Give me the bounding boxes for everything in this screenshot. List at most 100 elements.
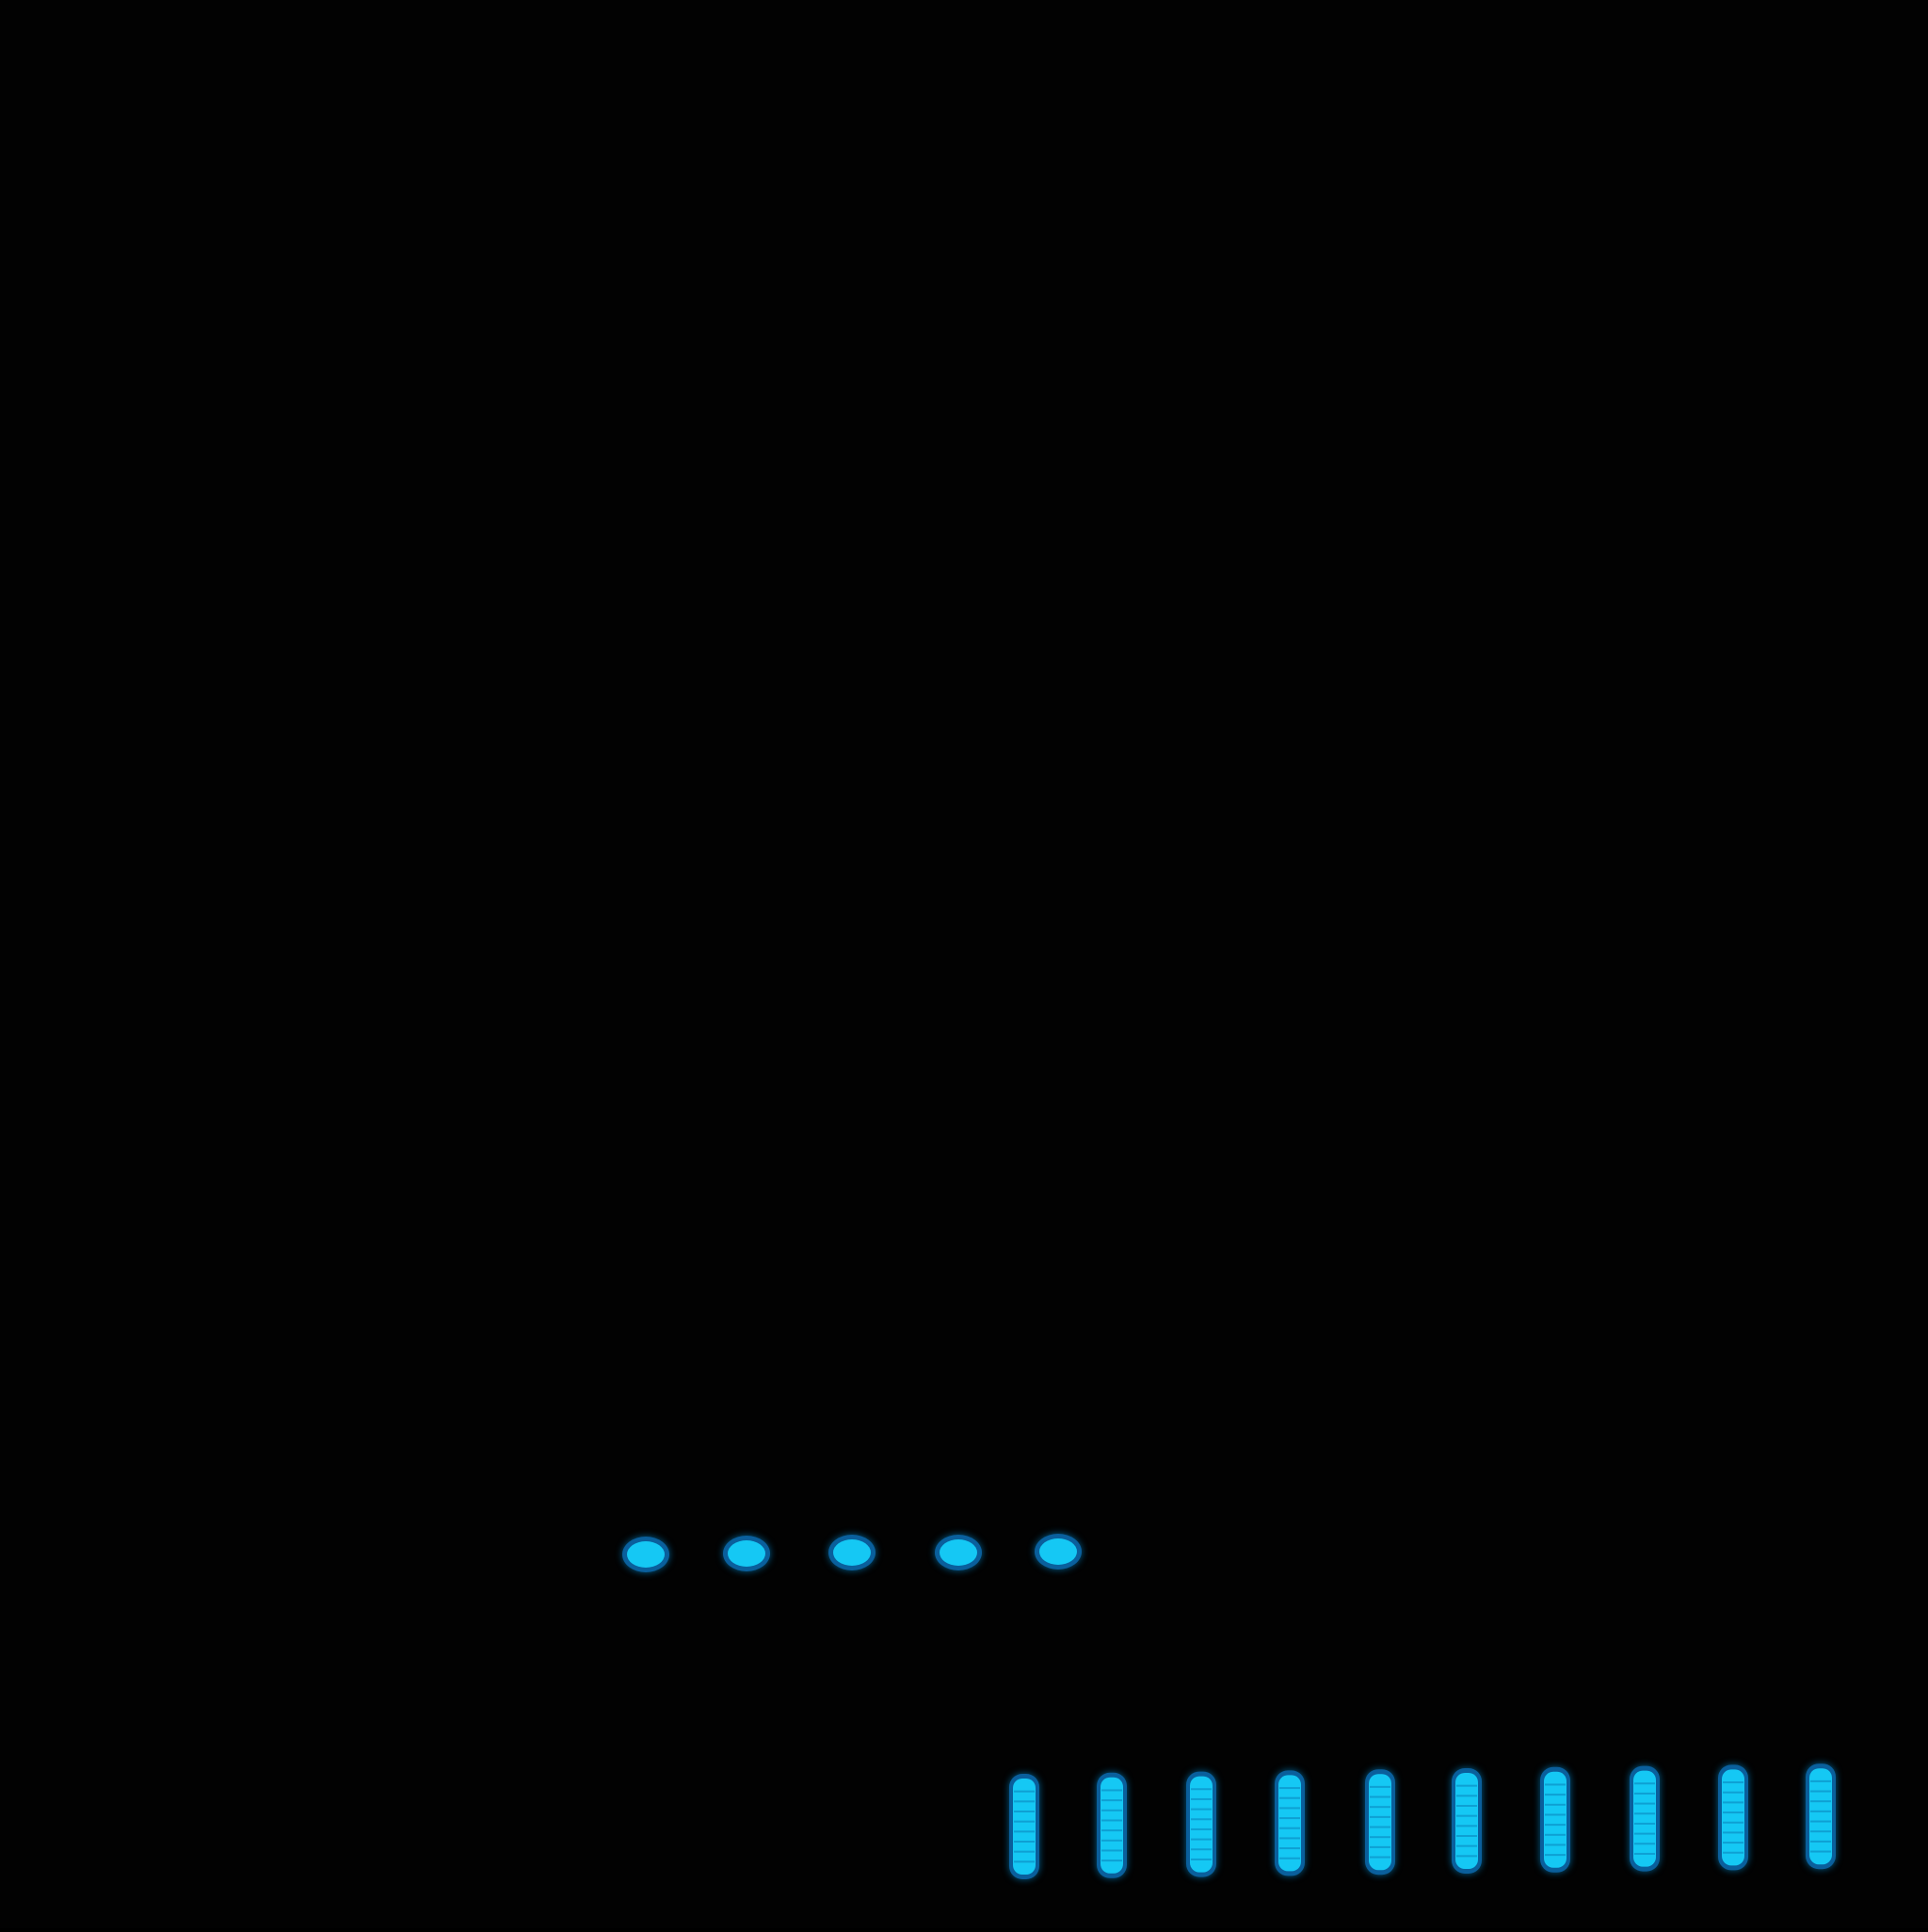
segmented-bar	[1630, 1765, 1660, 1872]
segment-divider	[1456, 1825, 1477, 1827]
segment-divider	[1634, 1843, 1655, 1845]
segment-divider	[1723, 1842, 1743, 1844]
segment-divider	[1191, 1818, 1212, 1821]
segment-divider	[1279, 1817, 1300, 1820]
segment-divider	[1101, 1829, 1122, 1832]
segment-divider	[1810, 1779, 1831, 1782]
segment-divider	[1545, 1824, 1566, 1827]
segment-divider	[1634, 1852, 1655, 1855]
segment-divider	[1810, 1820, 1831, 1823]
segment-divider	[1545, 1813, 1566, 1816]
segment-divider	[1723, 1851, 1743, 1854]
segmented-bar	[1009, 1774, 1039, 1879]
segment-divider	[1634, 1832, 1655, 1835]
oval-light-core	[627, 1541, 665, 1568]
segment-divider	[1456, 1784, 1477, 1787]
segmented-bar-row	[1009, 1763, 1836, 1879]
segment-divider	[1634, 1782, 1655, 1785]
segment-divider	[1370, 1815, 1390, 1818]
segment-divider	[1456, 1855, 1477, 1858]
segment-divider	[1723, 1791, 1743, 1794]
segment-divider	[1370, 1856, 1390, 1859]
oval-light-core	[1039, 1538, 1077, 1565]
segment-divider	[1014, 1860, 1035, 1863]
segment-divider	[1101, 1799, 1122, 1802]
oval-light-row	[622, 1534, 1082, 1572]
segment-divider	[1014, 1830, 1035, 1833]
segment-divider	[1279, 1796, 1300, 1799]
segment-divider	[1191, 1797, 1212, 1800]
oval-light	[935, 1535, 982, 1570]
segment-divider	[1545, 1783, 1566, 1786]
segment-divider	[1545, 1794, 1566, 1796]
segment-divider	[1279, 1827, 1300, 1829]
segment-divider	[1370, 1806, 1390, 1809]
segmented-bar-core	[1013, 1779, 1036, 1875]
segmented-bar-core	[1722, 1769, 1744, 1866]
segment-divider	[1370, 1836, 1390, 1839]
segment-divider	[1545, 1843, 1566, 1846]
segmented-bar-core	[1278, 1775, 1301, 1872]
segmented-bar	[1275, 1770, 1305, 1876]
segment-divider	[1101, 1849, 1122, 1852]
segment-divider	[1101, 1809, 1122, 1811]
segment-divider	[1014, 1850, 1035, 1853]
oval-light	[723, 1536, 770, 1571]
segment-divider	[1101, 1860, 1122, 1862]
oval-light	[622, 1537, 669, 1572]
segmented-bar	[1186, 1771, 1216, 1877]
segment-divider	[1014, 1800, 1035, 1803]
segmented-bar-core	[1633, 1770, 1656, 1867]
oval-light	[828, 1535, 876, 1570]
segment-divider	[1723, 1801, 1743, 1804]
segment-divider	[1279, 1837, 1300, 1840]
segment-divider	[1279, 1807, 1300, 1810]
segmented-bar	[1718, 1764, 1748, 1871]
segment-divider	[1456, 1835, 1477, 1837]
segmented-bar	[1097, 1772, 1127, 1878]
segment-divider	[1634, 1812, 1655, 1815]
segment-divider	[1545, 1803, 1566, 1806]
segment-divider	[1545, 1833, 1566, 1836]
segment-divider	[1191, 1858, 1212, 1860]
segment-divider	[1191, 1788, 1212, 1791]
segment-divider	[1810, 1810, 1831, 1812]
segment-divider	[1101, 1819, 1122, 1822]
segmented-bar	[1806, 1763, 1836, 1870]
segment-divider	[1014, 1820, 1035, 1823]
segment-divider	[1191, 1808, 1212, 1811]
segment-divider	[1014, 1841, 1035, 1843]
segment-divider	[1723, 1831, 1743, 1834]
segment-divider	[1723, 1781, 1743, 1784]
oval-light	[1035, 1534, 1082, 1570]
oval-light-core	[940, 1539, 977, 1566]
segmented-bar	[1540, 1766, 1570, 1873]
segment-divider	[1634, 1792, 1655, 1795]
segment-divider	[1014, 1811, 1035, 1812]
segment-divider	[1370, 1845, 1390, 1848]
segmented-bar-core	[1544, 1771, 1566, 1868]
segment-divider	[1810, 1800, 1831, 1803]
segment-divider	[1545, 1854, 1566, 1857]
segmented-bar-core	[1809, 1768, 1832, 1865]
segment-divider	[1810, 1790, 1831, 1793]
segmented-bar-core	[1369, 1774, 1391, 1871]
segment-divider	[1810, 1830, 1831, 1833]
segment-divider	[1370, 1795, 1390, 1798]
segment-divider	[1723, 1811, 1743, 1814]
oval-light-core	[728, 1540, 765, 1567]
segment-divider	[1191, 1838, 1212, 1841]
segment-divider	[1634, 1802, 1655, 1805]
segment-divider	[1014, 1790, 1035, 1793]
segment-divider	[1723, 1821, 1743, 1824]
segment-divider	[1456, 1814, 1477, 1817]
segment-divider	[1810, 1840, 1831, 1843]
segment-divider	[1456, 1795, 1477, 1797]
segment-divider	[1101, 1839, 1122, 1842]
segment-divider	[1191, 1848, 1212, 1851]
segment-divider	[1456, 1844, 1477, 1847]
segmented-bar-core	[1190, 1776, 1213, 1873]
oval-light-core	[833, 1539, 871, 1566]
